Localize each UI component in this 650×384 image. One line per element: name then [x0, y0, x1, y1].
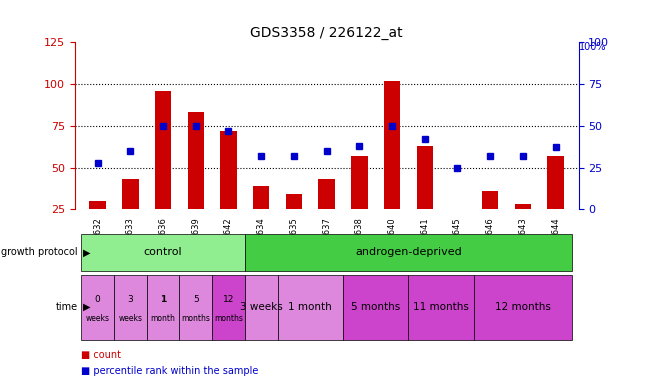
Text: 3 weeks: 3 weeks	[240, 302, 283, 312]
Bar	[417, 146, 433, 251]
Text: 0: 0	[95, 295, 101, 304]
Text: control: control	[144, 247, 183, 258]
Bar	[515, 204, 531, 251]
Bar	[547, 156, 564, 251]
Text: ▶: ▶	[83, 247, 91, 258]
Bar	[220, 131, 237, 251]
Bar	[253, 186, 269, 251]
Bar	[188, 113, 204, 251]
Bar	[90, 201, 106, 251]
Text: months: months	[181, 314, 210, 323]
Text: 5: 5	[193, 295, 199, 304]
Text: 1: 1	[160, 295, 166, 304]
Bar	[482, 191, 499, 251]
Text: ■ percentile rank within the sample: ■ percentile rank within the sample	[81, 366, 259, 376]
Text: 5 months: 5 months	[351, 302, 400, 312]
Text: time: time	[56, 302, 78, 312]
Bar	[351, 156, 367, 251]
Text: 12 months: 12 months	[495, 302, 551, 312]
Text: months: months	[214, 314, 243, 323]
Text: 1 month: 1 month	[289, 302, 332, 312]
Text: weeks: weeks	[118, 314, 142, 323]
Text: 12: 12	[223, 295, 234, 304]
Text: weeks: weeks	[86, 314, 110, 323]
Text: ■ count: ■ count	[81, 350, 122, 360]
Bar	[384, 81, 400, 251]
Text: 100%: 100%	[578, 42, 606, 52]
Bar	[318, 179, 335, 251]
Bar	[155, 91, 171, 251]
Text: androgen-deprived: androgen-deprived	[355, 247, 462, 258]
Bar	[122, 179, 138, 251]
Text: month: month	[151, 314, 176, 323]
Text: ▶: ▶	[83, 302, 91, 312]
Text: growth protocol: growth protocol	[1, 247, 78, 258]
Title: GDS3358 / 226122_at: GDS3358 / 226122_at	[250, 26, 403, 40]
Bar	[286, 194, 302, 251]
Text: 11 months: 11 months	[413, 302, 469, 312]
Text: 3: 3	[127, 295, 133, 304]
Bar	[449, 209, 465, 251]
